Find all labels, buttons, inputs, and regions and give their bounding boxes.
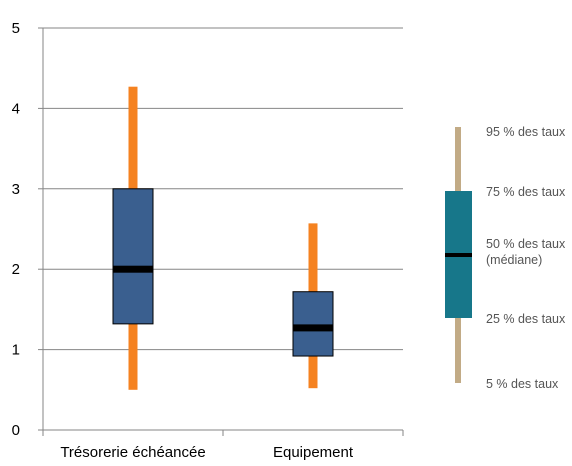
y-tick-labels: 0 1 2 3 4 5 [12, 20, 43, 439]
legend-label-p50: 50 % des taux [486, 237, 566, 251]
legend-label-p75: 75 % des taux [486, 185, 566, 199]
y-tick-label: 3 [12, 181, 20, 198]
boxes [112, 86, 334, 390]
box [292, 291, 334, 357]
y-tick-label: 4 [12, 100, 20, 117]
median-line [293, 324, 333, 332]
category-labels: Trésorerie échéancée Equipement [60, 444, 354, 461]
legend: 95 % des taux 75 % des taux 50 % des tau… [445, 125, 566, 391]
x-tick-marks [42, 430, 404, 436]
median-line [113, 265, 153, 273]
legend-label-p5: 5 % des taux [486, 377, 559, 391]
y-tick-label: 0 [12, 422, 20, 439]
category-label: Equipement [273, 444, 354, 461]
legend-median [445, 253, 472, 257]
category-label: Trésorerie échéancée [60, 444, 205, 461]
legend-label-p25: 25 % des taux [486, 312, 566, 326]
y-tick-label: 2 [12, 261, 20, 278]
legend-label-p50-median: (médiane) [486, 253, 542, 267]
y-tick-label: 5 [12, 20, 20, 37]
gridlines [43, 27, 403, 351]
box [112, 188, 154, 325]
axes [42, 28, 403, 431]
y-tick-label: 1 [12, 342, 20, 359]
legend-label-p95: 95 % des taux [486, 125, 566, 139]
